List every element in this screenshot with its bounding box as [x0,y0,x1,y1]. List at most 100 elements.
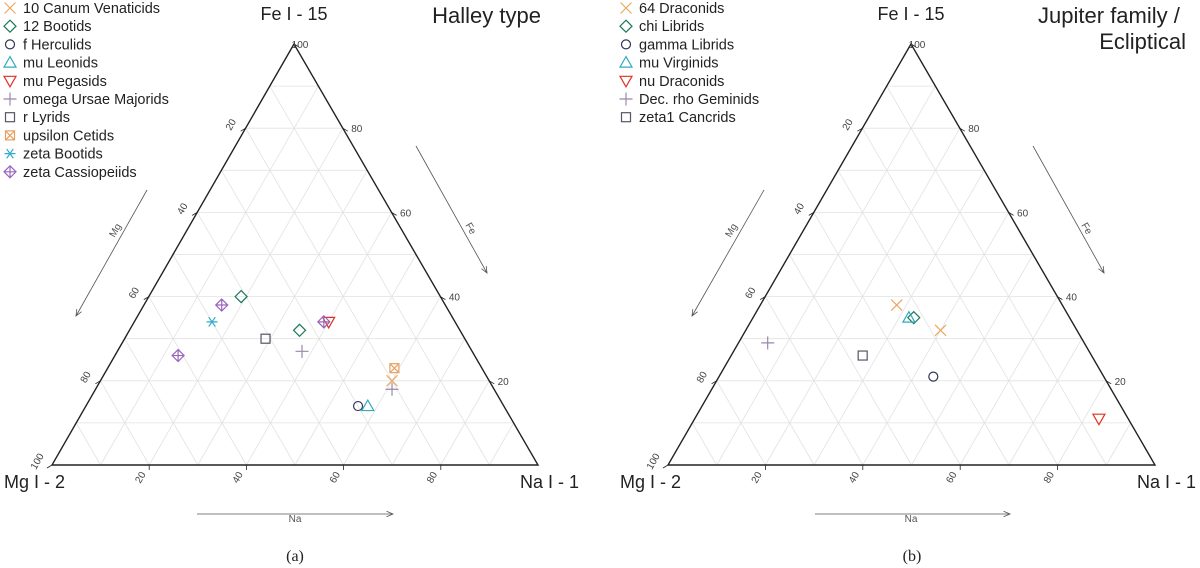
grid-line-mg [837,170,1010,466]
grid-line-na [100,85,319,466]
tick-mark-right [293,43,300,48]
axis-arrow-fe [1032,145,1105,274]
legend-label: zeta Bootids [23,147,103,163]
legend-item: nu Draconids [618,74,724,90]
legend-label: mu Leonids [23,56,98,72]
chart-title: Halley type [432,3,541,28]
data-point [890,299,903,311]
tick-label-right: 60 [1017,208,1029,219]
panel-jupiter-family: 20 40 60 80 100 20 40 60 80 100 20 40 60 80 Fe I - 15… [618,1,1196,565]
grid-line-mg [148,296,247,466]
tick-label-left: 20 [224,117,239,133]
legend-marker [619,19,633,34]
grid-line-mg [269,85,490,466]
tick-label-right: 80 [968,124,980,135]
axis-arrow-mg [75,189,148,317]
grid-line-na [294,254,417,466]
tick-mark-left [46,464,53,469]
axis-label-fe: Fe [462,221,478,237]
legend-marker [4,39,16,50]
tick-mark-right [440,296,446,300]
grid-line-na [1105,422,1131,466]
tick-label-bottom: 40 [847,470,862,486]
grid-line-mg [886,85,1107,466]
data-point [171,348,185,363]
legend-item: zeta Bootids [4,147,103,163]
corner-label-left: Mg I - 2 [620,472,681,492]
tick-mark-left [662,464,669,469]
data-point [901,310,916,323]
legend-marker [618,75,634,89]
ternary-ticks: 20 40 60 80 100 20 40 60 80 100 20 40 60 80 [29,40,509,485]
legend-marker [4,112,16,123]
grid-line-na [197,170,368,466]
data-point [928,371,939,382]
tick-label-right: 40 [1066,293,1078,304]
legend-label: 64 Draconids [639,1,724,17]
ternary-frame [50,42,540,466]
legend: 10 Canum Venaticids 12 Bootids f Herculids… [2,1,169,181]
legend-item: mu Leonids [2,55,98,72]
legend-item: 10 Canum Venaticids [4,1,160,17]
data-point [1091,413,1106,426]
data-point [389,363,400,374]
tick-label-right: 20 [1115,377,1127,388]
grid-line-na [911,254,1034,466]
legend-marker [619,92,633,106]
legend-item: 64 Draconids [620,1,724,17]
tick-label-right: 80 [351,124,363,135]
data-point [206,316,218,327]
legend-item: f Herculids [4,37,92,53]
grid-line-na [1057,380,1107,466]
chart-title: Jupiter family / Ecliptical [1038,3,1186,54]
legend-marker [3,164,17,179]
data-point [761,336,775,350]
triangle-border [666,42,1157,466]
legend: 64 Draconids chi Librids gamma Librids mu V… [618,1,759,126]
legend-item: mu Virginids [618,55,719,72]
legend-item: gamma Librids [620,37,734,53]
axis-label-fe: Fe [1078,221,1094,237]
grid-line-mg [764,296,864,466]
chart-title-line-1: Jupiter family / [1038,3,1181,28]
tick-label-right: 100 [909,40,926,51]
grid-line-mg [716,380,766,466]
tick-mark-right [1008,212,1014,216]
data-point [906,310,921,325]
tick-label-left: 40 [792,201,807,217]
tick-label-left: 100 [645,451,663,471]
grid-line-mg [172,254,296,466]
legend-marker [620,2,632,14]
tick-label-bottom: 20 [750,470,765,486]
grid-line-na [391,338,466,466]
tick-label-bottom: 60 [328,470,343,486]
grid-line-mg [740,338,815,466]
tick-label-left: 60 [743,285,758,301]
legend-item: r Lyrids [4,110,70,126]
axis-arrows [75,145,488,518]
tick-mark-right [342,127,349,132]
triangle-border [50,42,540,466]
tick-label-bottom: 80 [425,470,440,486]
tick-label-bottom: 60 [944,470,959,486]
legend-marker [618,55,634,68]
legend-item: mu Pegasids [2,74,107,90]
data-points [171,289,400,412]
tick-mark-left [759,296,766,300]
tick-mark-right [391,212,397,216]
legend-label: zeta Cassiopeiids [23,165,137,181]
data-point [292,323,307,338]
legend-marker [2,55,18,68]
legend-item: 12 Bootids [3,19,92,35]
corner-label-left: Mg I - 2 [4,472,65,492]
data-point [360,398,375,412]
corner-label-top: Fe I - 15 [260,4,327,24]
tick-mark-left [808,212,815,216]
grid-line-mg [100,380,150,466]
legend-marker [4,130,16,141]
tick-label-right: 20 [498,377,510,388]
data-point [321,316,336,330]
grid-line-na [959,296,1058,466]
tick-label-left: 60 [127,285,142,301]
